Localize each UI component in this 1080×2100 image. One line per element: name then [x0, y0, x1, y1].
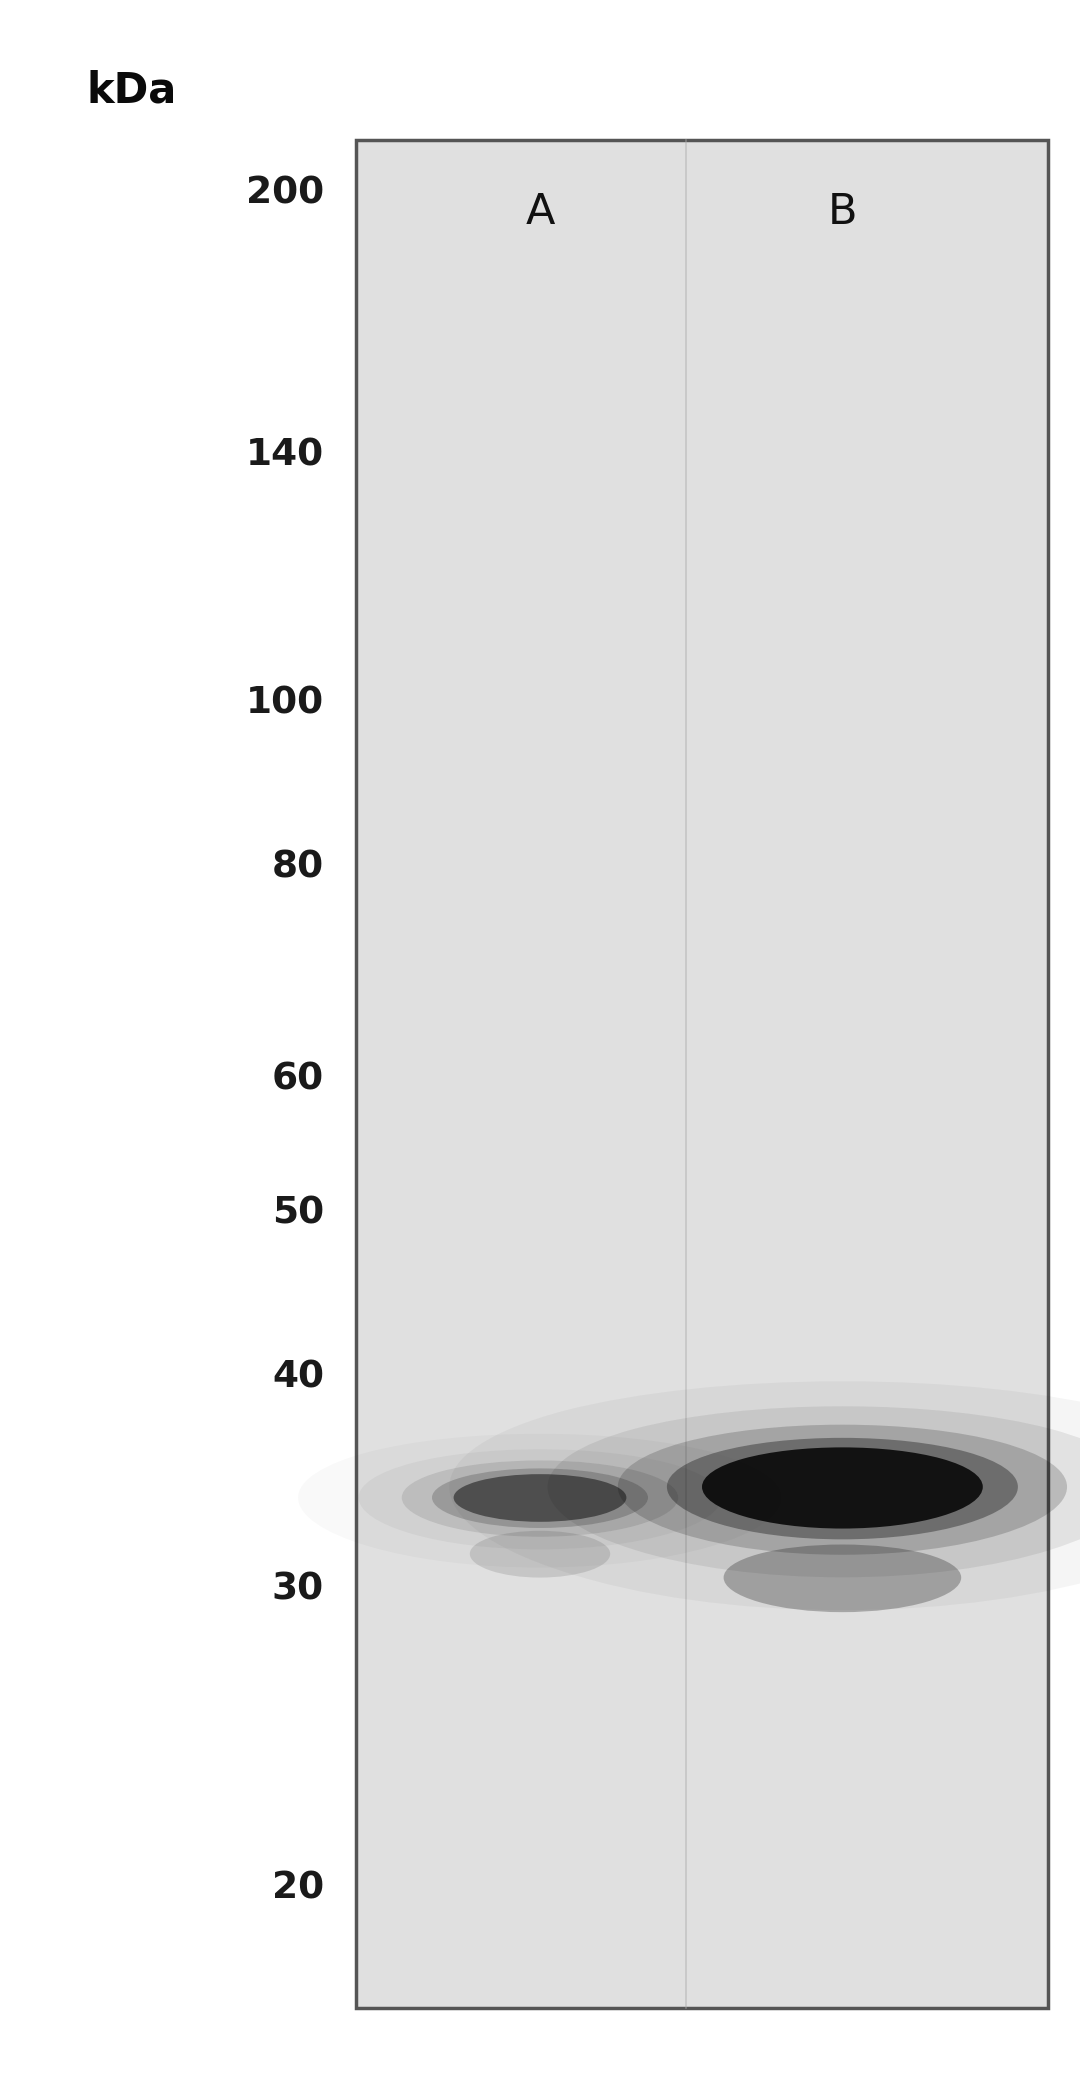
Text: A: A — [525, 191, 555, 233]
Ellipse shape — [667, 1438, 1018, 1539]
Text: 50: 50 — [272, 1195, 324, 1233]
Text: 20: 20 — [272, 1871, 324, 1907]
Text: 100: 100 — [246, 685, 324, 722]
Polygon shape — [356, 141, 1048, 2008]
Text: 200: 200 — [246, 174, 324, 212]
Ellipse shape — [402, 1460, 678, 1537]
Ellipse shape — [618, 1424, 1067, 1554]
Text: 140: 140 — [246, 437, 324, 475]
Text: 40: 40 — [272, 1361, 324, 1396]
Ellipse shape — [548, 1407, 1080, 1577]
Text: 80: 80 — [272, 850, 324, 886]
Text: 30: 30 — [272, 1571, 324, 1609]
Ellipse shape — [470, 1531, 610, 1577]
Ellipse shape — [432, 1468, 648, 1529]
Ellipse shape — [724, 1544, 961, 1613]
Ellipse shape — [454, 1474, 626, 1522]
Ellipse shape — [702, 1447, 983, 1529]
Text: kDa: kDa — [86, 69, 177, 111]
Text: 60: 60 — [272, 1060, 324, 1098]
Text: B: B — [827, 191, 858, 233]
